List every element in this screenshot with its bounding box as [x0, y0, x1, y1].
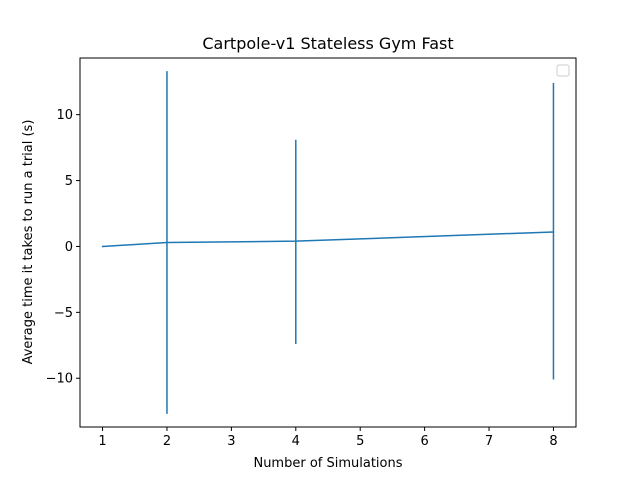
chart-title: Cartpole-v1 Stateless Gym Fast — [202, 34, 453, 53]
x-axis-label: Number of Simulations — [253, 456, 402, 471]
data-point — [101, 245, 104, 248]
y-tick-label: −5 — [54, 306, 73, 321]
x-axis-ticks: 1 2 3 4 5 6 7 8 — [98, 427, 558, 449]
x-tick-label: 6 — [420, 434, 428, 449]
series-line-0 — [102, 231, 554, 248]
y-axis-label: Average time it takes to run a trial (s) — [21, 120, 36, 365]
x-tick-label: 7 — [485, 434, 493, 449]
x-tick-label: 3 — [227, 434, 235, 449]
x-tick-label: 8 — [549, 434, 557, 449]
x-tick-label: 4 — [292, 434, 300, 449]
error-bars — [166, 71, 555, 414]
x-tick-label: 5 — [356, 434, 364, 449]
y-tick-label: 0 — [65, 240, 73, 255]
legend-box — [556, 64, 570, 77]
x-tick-label: 2 — [163, 434, 171, 449]
y-axis-ticks: −10 −5 0 5 10 — [46, 108, 80, 387]
y-tick-label: 10 — [56, 108, 73, 123]
y-tick-label: −10 — [46, 372, 73, 387]
series-group — [101, 231, 555, 248]
x-tick-label: 1 — [98, 434, 106, 449]
y-tick-label: 5 — [65, 174, 73, 189]
axes-frame — [79, 57, 577, 428]
